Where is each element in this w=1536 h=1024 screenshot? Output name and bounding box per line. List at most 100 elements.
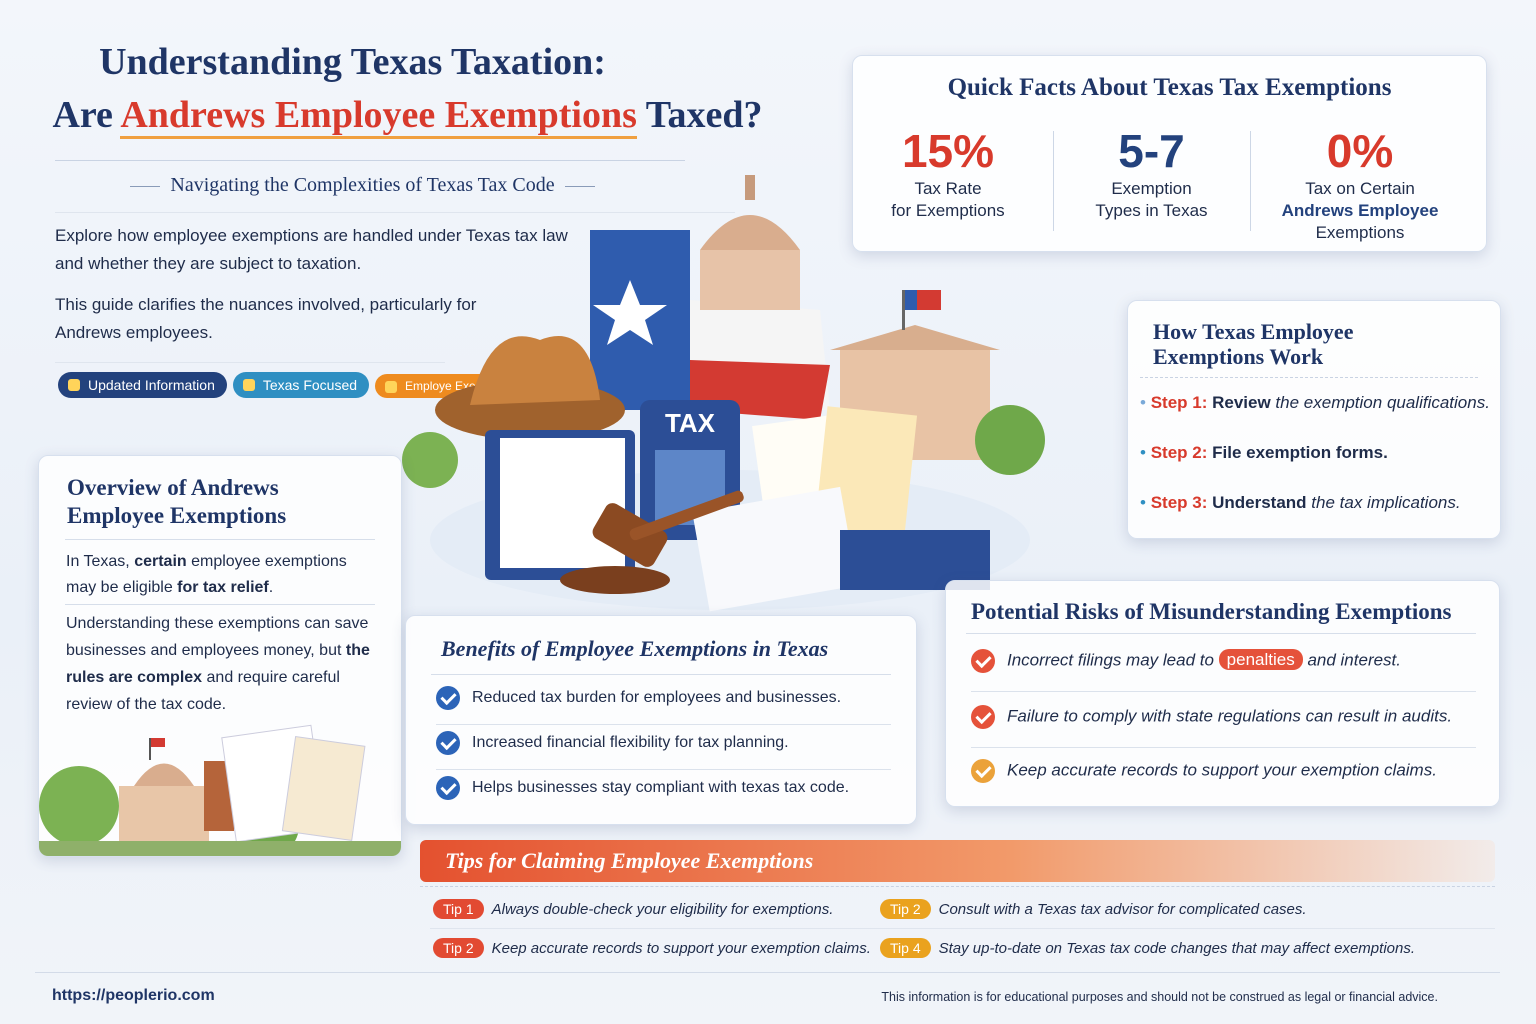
paper — [500, 438, 625, 568]
step-strong: Review — [1212, 393, 1271, 412]
divider — [55, 160, 685, 161]
quick-facts-card: Quick Facts About Texas Tax Exemptions 1… — [852, 55, 1487, 252]
gavel-handle — [629, 490, 744, 541]
check-icon — [436, 776, 460, 800]
tree — [39, 766, 119, 846]
tip-tag: Tip 1 — [433, 899, 484, 919]
risk-highlight: penalties — [1218, 649, 1303, 671]
flag-star — [593, 280, 667, 345]
divider — [1140, 377, 1478, 378]
step-strong: File exemption forms. — [1212, 443, 1388, 462]
divider — [966, 633, 1476, 634]
fact-label: for Exemptions — [891, 201, 1005, 220]
card-title: Overview of Andrews Employee Exemptions — [67, 475, 287, 528]
benefit-text: Reduced tax burden for employees and bus… — [472, 689, 842, 707]
overview-paragraph: Understanding these exemptions can save … — [66, 610, 386, 718]
fact-label: Tax Rate — [914, 179, 982, 198]
text-strong: certain — [134, 553, 187, 570]
risk-text: and interest. — [1302, 650, 1401, 670]
tip-text: Always double-check your eligibility for… — [491, 901, 834, 918]
risk-text: Failure to comply with state regulations… — [1007, 706, 1453, 726]
badge: Texas Focused — [232, 372, 370, 398]
card-title: Benefits of Employee Exemptions in Texas — [441, 636, 829, 661]
benefit-text: Helps businesses stay compliant with tex… — [472, 779, 850, 797]
text: Understanding these exemptions can save … — [66, 615, 369, 659]
title-line1: Understanding Texas Taxation: — [99, 41, 606, 83]
hat-crown — [470, 336, 600, 405]
card-title: How Texas Employee Exemptions Work — [1153, 319, 1354, 369]
step-text: the exemption qualifications. — [1270, 393, 1490, 412]
footer-disclaimer: This information is for educational purp… — [881, 990, 1438, 1004]
divider — [55, 212, 735, 213]
capitol-dome — [700, 215, 800, 250]
fact: 5-7 Exemption Types in Texas — [1053, 124, 1250, 222]
text: employee exemptions may be eligible — [66, 553, 347, 596]
tip-tag: Tip 4 — [880, 938, 931, 958]
tips-title: Tips for Claiming Employee Exemptions — [445, 848, 814, 873]
title-text: Are — [52, 94, 121, 136]
step-strong: Understand — [1212, 493, 1307, 512]
title-line2: Are Andrews Employee Exemptions Taxed? — [0, 93, 815, 139]
fact-value: 0% — [1326, 125, 1394, 177]
illustration: TAX — [402, 175, 1045, 612]
step-text: the tax implications. — [1306, 493, 1461, 512]
check-icon — [436, 731, 460, 755]
divider — [420, 886, 1495, 887]
benefit: Helps businesses stay compliant with tex… — [436, 776, 891, 814]
divider — [65, 539, 375, 540]
step: • Step 3: Understand the tax implication… — [1140, 493, 1461, 512]
tip: Tip 4 Stay up-to-date on Texas tax code c… — [880, 938, 1415, 958]
paper — [281, 736, 366, 841]
divider — [55, 362, 445, 363]
risk-text: Incorrect filings may lead to — [1007, 650, 1219, 670]
card-title: Quick Facts About Texas Tax Exemptions — [947, 74, 1392, 101]
building-roof — [830, 325, 1000, 350]
paper — [692, 486, 858, 612]
benefit-text: Increased financial flexibility for tax … — [472, 734, 789, 752]
tip: Tip 1 Always double-check your eligibilit… — [433, 899, 833, 919]
card-title: Potential Risks of Misunderstanding Exem… — [971, 599, 1452, 624]
text: In Texas, — [66, 553, 135, 570]
risks-card: Potential Risks of Misunderstanding Exem… — [945, 580, 1500, 807]
calculator-label: TAX — [665, 408, 716, 438]
check-icon — [971, 649, 995, 673]
risk: Incorrect filings may lead to penalties … — [971, 649, 1476, 692]
text-strong: the rules are complex — [66, 642, 370, 686]
tip: Tip 2 Consult with a Texas tax advisor fo… — [880, 899, 1307, 919]
dome — [134, 763, 194, 786]
flagpole — [902, 290, 905, 330]
tip-text: Keep accurate records to support your ex… — [491, 940, 871, 957]
risk: Failure to comply with state regulations… — [971, 705, 1476, 748]
fact-value: 5-7 — [1118, 125, 1185, 177]
check-icon — [971, 705, 995, 729]
capitol-base — [700, 250, 800, 310]
fact: 0% Tax on Certain Andrews Employee Exemp… — [1250, 124, 1470, 244]
check-icon — [436, 686, 460, 710]
divider — [1250, 131, 1251, 231]
tip-tag: Tip 2 — [433, 938, 484, 958]
footer-url: https://peoplerio.com — [52, 987, 215, 1004]
step: • Step 1: Review the exemption qualifica… — [1140, 393, 1490, 412]
tip: Tip 2 Keep accurate records to support yo… — [433, 938, 871, 958]
title-highlight: Andrews Employee Exemptions — [120, 94, 637, 139]
badge: Updated Information — [58, 372, 227, 398]
flagpole — [149, 738, 151, 760]
divider — [65, 604, 375, 605]
text-strong: for tax relief — [177, 579, 269, 596]
subtitle-text: Navigating the Complexities of Texas Tax… — [170, 174, 555, 196]
text: and require careful review of the tax co… — [66, 669, 340, 713]
check-icon — [971, 759, 995, 783]
overview-paragraph: In Texas, certain employee exemptions ma… — [66, 549, 376, 601]
fact-label: Types in Texas — [1095, 201, 1208, 220]
tree — [975, 405, 1045, 475]
flag — [151, 738, 165, 747]
fact-label: Tax on Certain — [1305, 179, 1415, 198]
divider — [35, 972, 1500, 973]
benefits-card: Benefits of Employee Exemptions in Texas… — [405, 615, 917, 825]
tips-banner: Tips for Claiming Employee Exemptions — [420, 840, 1495, 882]
ground — [39, 841, 401, 856]
text: . — [268, 579, 274, 596]
step-label: Step 3: — [1150, 493, 1208, 512]
fact-label: Andrews Employee — [1281, 201, 1439, 220]
